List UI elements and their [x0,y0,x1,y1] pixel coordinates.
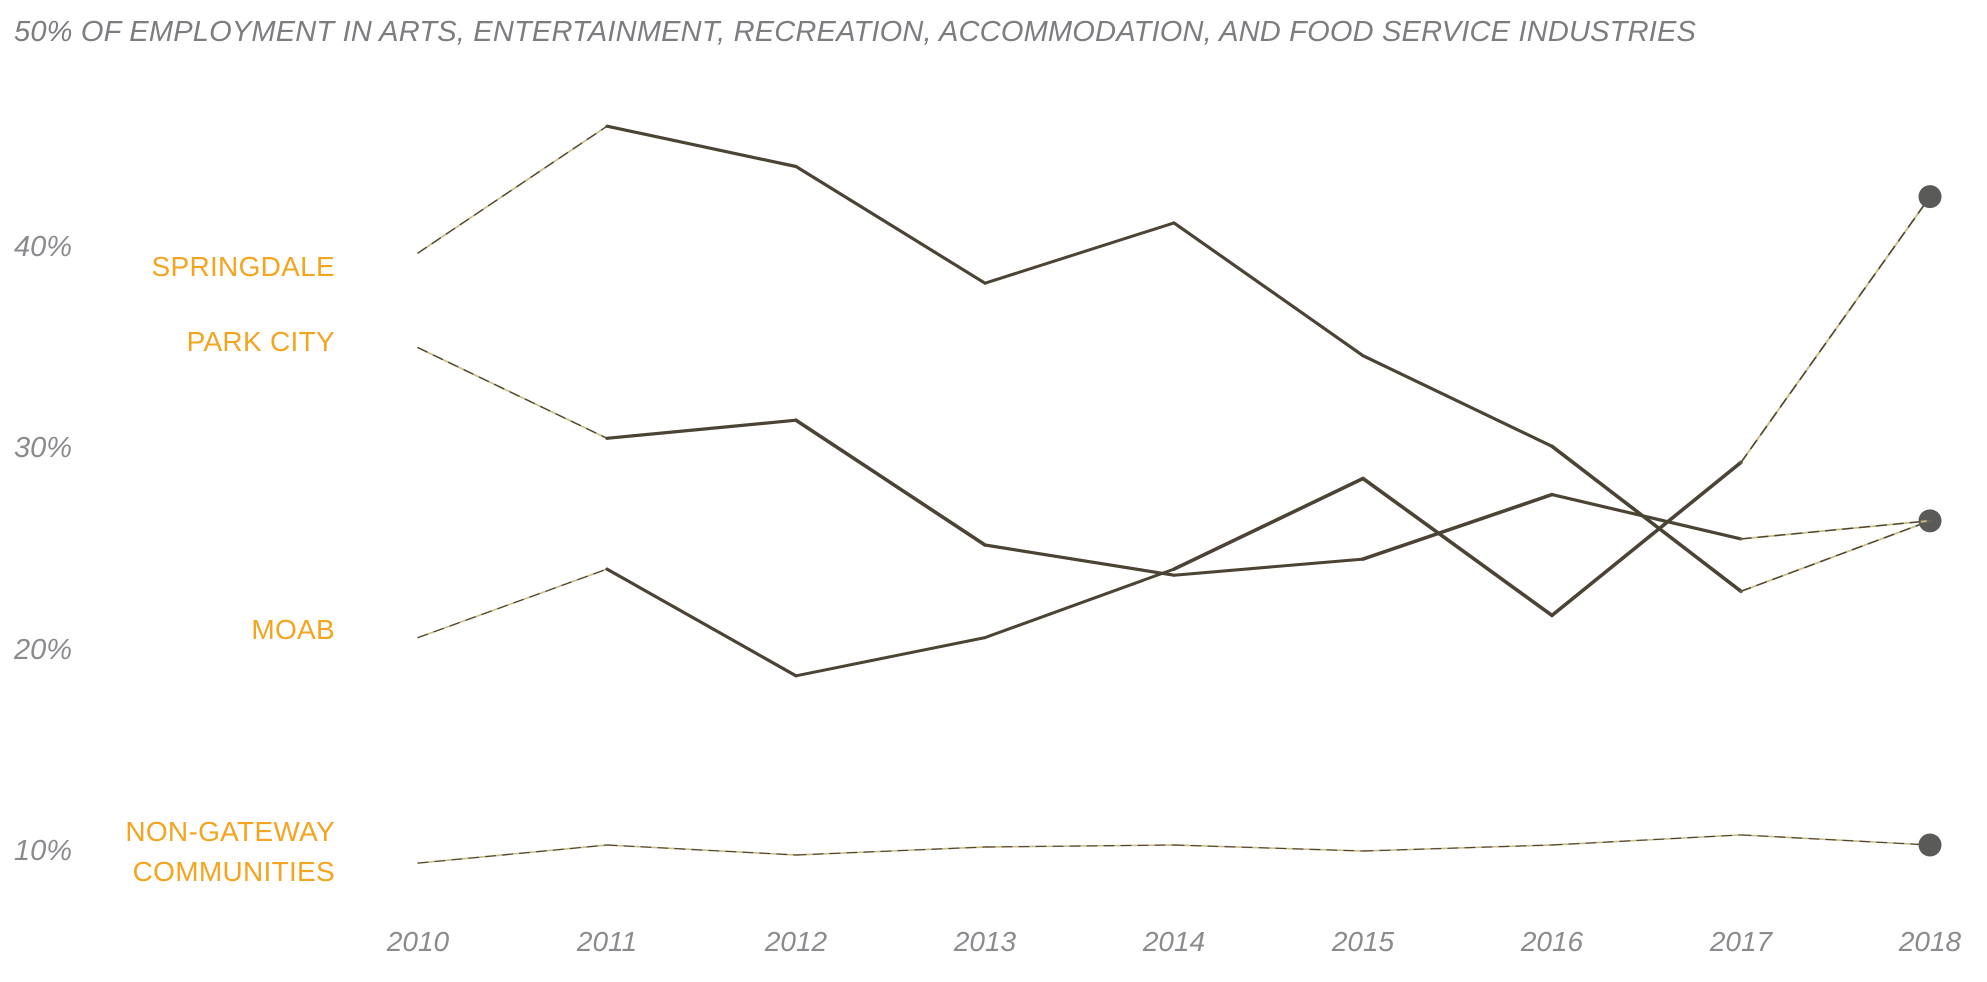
y-axis-label-10: 10% [14,835,73,867]
chart-line-segment [1740,195,1931,464]
series-end-dot [1918,833,1942,857]
chart-line-segment [983,543,1176,577]
chart-line-segment [1740,834,1931,846]
chart-line-segment [1550,444,1743,594]
series-label-park-city: PARK CITY [186,326,335,357]
chart-line-segment [1172,476,1365,571]
chart-line-segment [1550,493,1743,541]
chart-line-segment [1740,520,1931,540]
chart-line-segment [1551,834,1742,846]
y-axis-label-20: 20% [14,634,73,666]
chart-line-segment [1172,221,1365,358]
series-end-dot [1918,185,1942,209]
chart-line-segment [1362,844,1553,852]
series-label-springdale: SPRINGDALE [151,251,335,282]
chart-line-segment [1173,844,1364,852]
chart-line-segment [794,418,987,547]
series-label-non-gateway-line1: NON-GATEWAY [125,816,335,847]
chart-line-segment [605,567,798,678]
chart-line-segment [794,164,987,285]
chart-line-segment [1361,354,1554,448]
chart-line-segment [1361,492,1554,561]
x-axis-label-2011: 2011 [576,926,638,957]
chart-line-segment [605,124,798,169]
chart-line-segment [984,844,1175,848]
series-label-non-gateway-line2: COMMUNITIES [132,856,335,887]
chart-line-segment [794,636,987,678]
x-axis-label-2012: 2012 [764,926,828,957]
chart-line-segment [1172,557,1365,577]
chart-line-segment [417,125,608,254]
chart-line-segment [606,844,797,856]
series-label-non-gateway: NON-GATEWAY COMMUNITIES [0,812,335,892]
chart-line-segment [605,418,798,440]
x-axis-label-2016: 2016 [1520,926,1584,957]
series-label-moab: MOAB [251,614,335,645]
chart-line-segment [1361,476,1554,618]
chart-line-segment [795,846,986,856]
chart-line-segment [1740,520,1931,592]
x-axis-label-2017: 2017 [1709,926,1773,957]
chart-line-segment [1550,460,1743,618]
chart-line-segment [983,567,1176,640]
x-axis-label-2010: 2010 [386,926,450,957]
x-axis-label-2013: 2013 [953,926,1017,957]
x-axis-label-2015: 2015 [1331,926,1395,957]
chart-title: 50% OF EMPLOYMENT IN ARTS, ENTERTAINMENT… [14,16,1697,48]
x-axis-label-2018: 2018 [1898,926,1962,957]
chart-line-segment [417,347,608,439]
y-axis-label-40: 40% [14,231,73,263]
chart-line-segment [983,221,1176,285]
chart-line-segment [417,844,608,864]
chart-line-segment [417,568,608,639]
y-axis-label-30: 30% [14,432,73,464]
x-axis-label-2014: 2014 [1142,926,1206,957]
